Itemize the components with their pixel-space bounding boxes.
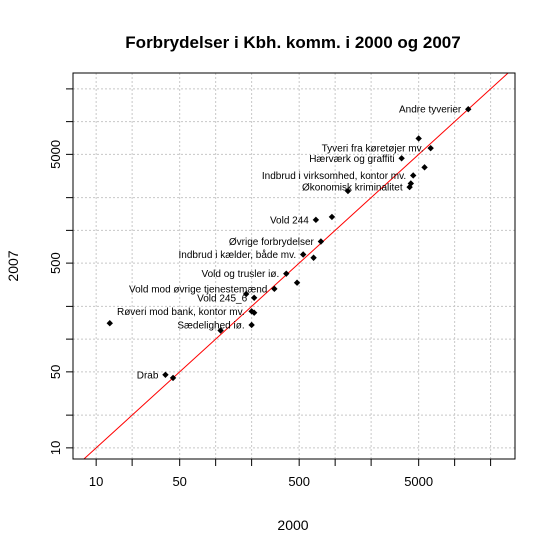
point-label: Øvrige forbrydelser [229, 237, 315, 248]
data-point [465, 106, 472, 113]
data-point [248, 321, 255, 329]
data-point [299, 251, 307, 258]
data-point [398, 155, 405, 162]
data-point [312, 216, 320, 224]
data-point [271, 285, 278, 293]
point-label: Vold 244 [270, 215, 309, 226]
data-point [106, 320, 113, 327]
reference-line-y-equals-x [83, 72, 509, 460]
data-point [242, 290, 250, 298]
x-tick-label: 10 [89, 474, 103, 489]
y-tick-label: 5000 [48, 140, 63, 169]
grid [73, 73, 515, 459]
y-tick-label: 10 [48, 441, 63, 455]
points [106, 106, 472, 382]
data-point [415, 135, 422, 142]
data-point [293, 279, 301, 286]
data-point [250, 309, 258, 316]
data-point [217, 327, 224, 334]
x-axis: 10 50 500 5000 [89, 459, 492, 489]
data-point [317, 238, 325, 245]
x-axis-label: 2000 [277, 517, 308, 533]
point-label: Røveri mod bank, kontor mv. [117, 307, 245, 318]
data-point [169, 374, 177, 382]
data-point [427, 144, 434, 152]
y-axis-label: 2007 [5, 250, 21, 281]
y-tick-label: 500 [48, 252, 63, 274]
point-label: Vold mod øvrige tjenestemænd [129, 284, 267, 295]
point-label: Hærværk og graffiti [309, 154, 394, 165]
x-tick-label: 500 [288, 474, 310, 489]
data-point [328, 213, 336, 221]
y-tick-label: 50 [48, 365, 63, 379]
data-point [310, 254, 317, 261]
data-point [421, 164, 428, 171]
point-label: Drab [137, 370, 159, 381]
data-point [344, 187, 352, 195]
x-tick-label: 50 [172, 474, 186, 489]
point-label: Økonomisk kriminalitet [302, 183, 403, 194]
data-point [283, 270, 290, 277]
y-axis: 10 50 500 5000 [48, 88, 73, 455]
chart-title: Forbrydelser i Kbh. komm. i 2000 og 2007 [125, 33, 460, 52]
data-point [409, 172, 417, 179]
x-tick-label: 5000 [404, 474, 433, 489]
point-label: Indbrud i virksomhed, kontor mv. [262, 171, 406, 182]
point-label: Sædelighed iø. [177, 320, 244, 331]
point-label: Indbrud i kælder, både mv. [179, 249, 297, 261]
point-label: Vold 245_6 [197, 293, 247, 304]
point-labels: Andre tyverier Tyveri fra køretøjer mv.Hæ… [117, 105, 462, 382]
point-label: Vold og trusler iø. [201, 269, 279, 280]
plot-frame [72, 72, 516, 460]
data-point [162, 371, 169, 378]
point-label: Andre tyverier [399, 105, 462, 116]
data-point [406, 183, 413, 191]
point-label: Tyveri fra køretøjer mv. [322, 144, 424, 155]
data-point [250, 294, 258, 301]
